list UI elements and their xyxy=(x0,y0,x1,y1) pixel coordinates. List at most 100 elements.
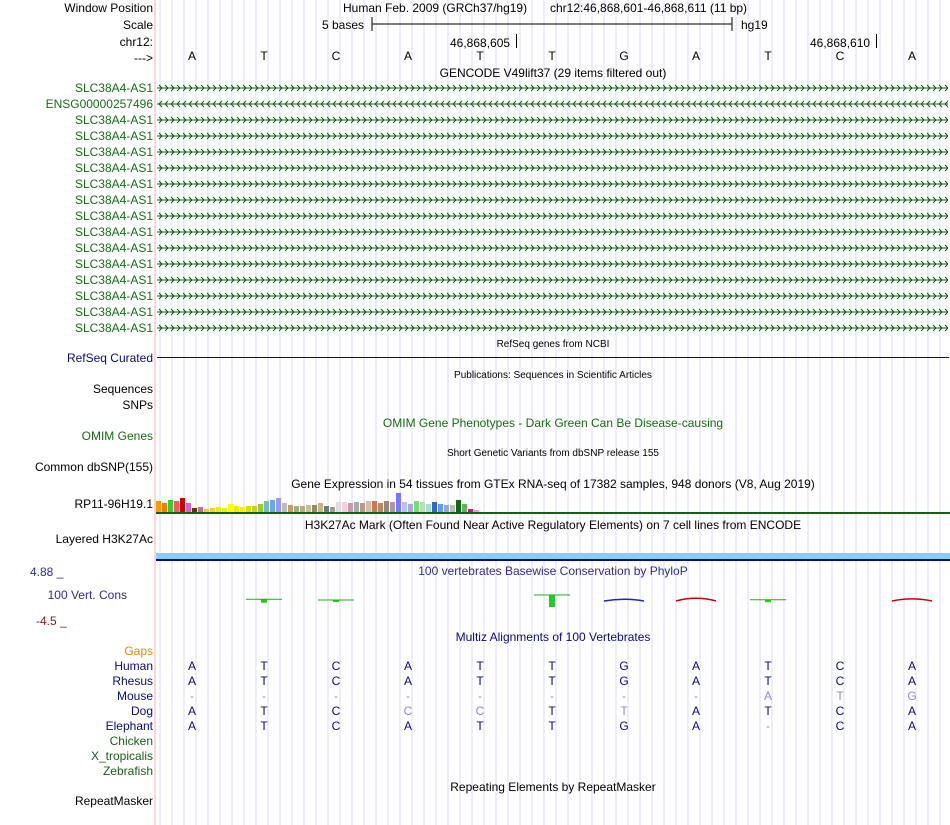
gencode-transcript-line[interactable] xyxy=(157,243,948,253)
repeatmasker-label[interactable]: RepeatMasker xyxy=(74,794,153,808)
gencode-title[interactable]: GENCODE V49lift37 (29 items filtered out… xyxy=(439,66,667,80)
gencode-transcript-line[interactable] xyxy=(157,259,948,269)
gencode-item-label[interactable]: SLC38A4-AS1 xyxy=(74,113,153,127)
multiz-base: A xyxy=(187,674,196,688)
multiz-base: - xyxy=(262,689,266,703)
gtex-gene-label[interactable]: RP11-96H19.1 xyxy=(74,497,154,511)
gtex-tissue-bar xyxy=(168,500,173,512)
gencode-transcript-line[interactable] xyxy=(157,179,948,189)
multiz-species-label[interactable]: Dog xyxy=(130,704,153,718)
gencode-item-label[interactable]: SLC38A4-AS1 xyxy=(74,305,153,319)
multiz-base: T xyxy=(764,674,772,688)
gtex-tissue-bar xyxy=(156,501,161,512)
gencode-transcript-line[interactable] xyxy=(157,195,948,205)
multiz-base: T xyxy=(548,674,556,688)
gencode-item-label[interactable]: SLC38A4-AS1 xyxy=(74,129,153,143)
gencode-transcript-line[interactable] xyxy=(157,291,948,301)
cons-label[interactable]: 100 Vert. Cons xyxy=(47,588,127,602)
sequence-base: A xyxy=(403,49,412,63)
gencode-transcript-line[interactable] xyxy=(157,147,948,157)
omim-label[interactable]: OMIM Genes xyxy=(81,429,153,443)
multiz-species-label[interactable]: Zebrafish xyxy=(102,764,153,778)
gencode-item-label[interactable]: SLC38A4-AS1 xyxy=(74,225,153,239)
gencode-transcript-line[interactable] xyxy=(157,307,948,317)
gaps-label[interactable]: Gaps xyxy=(124,644,153,658)
gtex-tissue-bar xyxy=(372,501,377,512)
gencode-item-label[interactable]: SLC38A4-AS1 xyxy=(74,81,153,95)
multiz-title[interactable]: Multiz Alignments of 100 Vertebrates xyxy=(455,630,651,644)
multiz-base: T xyxy=(548,659,556,673)
multiz-base: - xyxy=(550,689,554,703)
gtex-tissue-bar xyxy=(180,498,185,512)
sequence-base: A xyxy=(907,49,916,63)
gtex-tissue-bar xyxy=(366,501,371,512)
publications-title[interactable]: Publications: Sequences in Scientific Ar… xyxy=(454,370,652,381)
dbsnp-title[interactable]: Short Genetic Variants from dbSNP releas… xyxy=(447,448,659,459)
gencode-transcript-line[interactable] xyxy=(157,211,948,221)
gencode-item-label[interactable]: SLC38A4-AS1 xyxy=(74,289,153,303)
gencode-item-label[interactable]: SLC38A4-AS1 xyxy=(74,273,153,287)
sequence-base: T xyxy=(764,49,772,63)
gtex-tissue-bar xyxy=(408,504,413,512)
h3k27ac-baseline xyxy=(156,559,950,561)
multiz-species-label[interactable]: Rhesus xyxy=(112,674,153,688)
scale-text: 5 bases xyxy=(322,18,365,32)
gencode-transcript-line[interactable] xyxy=(157,163,948,173)
gtex-tissue-bar xyxy=(252,506,257,512)
publications-label-line2[interactable]: SNPs xyxy=(122,398,153,412)
gencode-item-label[interactable]: SLC38A4-AS1 xyxy=(74,161,153,175)
multiz-base: T xyxy=(764,659,772,673)
gencode-transcript-line[interactable] xyxy=(157,99,948,109)
gtex-title[interactable]: Gene Expression in 54 tissues from GTEx … xyxy=(291,477,815,491)
omim-title[interactable]: OMIM Gene Phenotypes - Dark Green Can Be… xyxy=(382,416,724,430)
gencode-item-label[interactable]: SLC38A4-AS1 xyxy=(74,257,153,271)
gencode-transcript-line[interactable] xyxy=(157,323,948,333)
gencode-transcript-line[interactable] xyxy=(157,115,948,125)
dbsnp-label[interactable]: Common dbSNP(155) xyxy=(34,460,153,474)
h3k27ac-signal-bar[interactable] xyxy=(156,553,950,559)
multiz-species-label[interactable]: Human xyxy=(114,659,153,673)
multiz-base: A xyxy=(907,719,916,733)
multiz-base: A xyxy=(403,674,412,688)
refseq-title[interactable]: RefSeq genes from NCBI xyxy=(496,339,610,350)
multiz-base: T xyxy=(548,704,556,718)
gtex-tissue-bar xyxy=(186,503,191,512)
multiz-base: G xyxy=(907,689,917,703)
gencode-transcript-line[interactable] xyxy=(157,227,948,237)
refseq-label[interactable]: RefSeq Curated xyxy=(66,351,153,365)
publications-label-line1[interactable]: Sequences xyxy=(92,382,153,396)
gencode-transcript-line[interactable] xyxy=(157,83,948,93)
gencode-item-label[interactable]: SLC38A4-AS1 xyxy=(74,241,153,255)
multiz-species-label[interactable]: Mouse xyxy=(116,689,153,703)
multiz-species-label[interactable]: X_tropicalis xyxy=(90,749,153,763)
gencode-item-label[interactable]: SLC38A4-AS1 xyxy=(74,209,153,223)
refseq-gene-line[interactable] xyxy=(157,357,949,358)
gtex-tissue-bar xyxy=(288,505,293,512)
gencode-item-label[interactable]: SLC38A4-AS1 xyxy=(74,321,153,335)
cons-title[interactable]: 100 vertebrates Basewise Conservation by… xyxy=(418,564,688,578)
repeatmasker-title[interactable]: Repeating Elements by RepeatMasker xyxy=(450,780,656,794)
multiz-species-label[interactable]: Elephant xyxy=(105,719,153,733)
gencode-item-label[interactable]: SLC38A4-AS1 xyxy=(74,177,153,191)
phylop-chart[interactable] xyxy=(156,580,950,620)
gtex-tissue-bar xyxy=(402,502,407,512)
h3k27ac-label[interactable]: Layered H3K27Ac xyxy=(55,532,153,546)
gencode-transcript-line[interactable] xyxy=(157,131,948,141)
gencode-item-label[interactable]: ENSG00000257496 xyxy=(45,97,153,111)
gtex-tissue-bar xyxy=(462,504,467,512)
gtex-tissue-bar xyxy=(240,507,245,512)
gtex-tissue-bar xyxy=(396,493,401,512)
multiz-base: - xyxy=(694,689,698,703)
position-text: chr12:46,868,601-46,868,611 (11 bp) xyxy=(550,1,748,15)
gtex-tissue-bar xyxy=(438,504,443,512)
gencode-item-label[interactable]: SLC38A4-AS1 xyxy=(74,145,153,159)
multiz-species-label[interactable]: Chicken xyxy=(109,734,153,748)
phylop-negative-mark xyxy=(675,597,717,602)
multiz-base: C xyxy=(835,659,845,673)
gencode-item-label[interactable]: SLC38A4-AS1 xyxy=(74,193,153,207)
gencode-transcript-line[interactable] xyxy=(157,275,948,285)
gtex-expression-chart[interactable] xyxy=(156,492,950,516)
cons-min-value: -4.5 _ xyxy=(36,614,67,628)
h3k27ac-title[interactable]: H3K27Ac Mark (Often Found Near Active Re… xyxy=(304,518,802,532)
gtex-tissue-bar xyxy=(246,506,251,512)
